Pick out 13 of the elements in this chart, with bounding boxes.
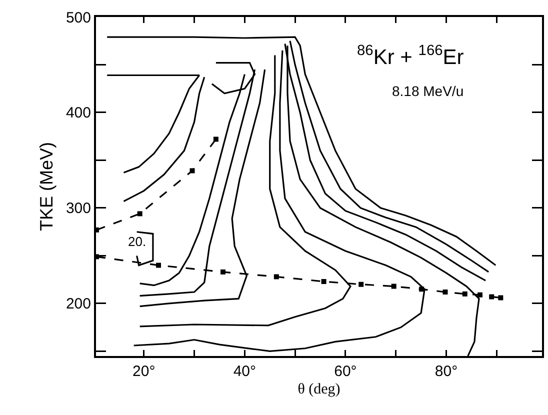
annotation: 20.: [128, 234, 146, 249]
y-tick-label: 400: [66, 104, 91, 122]
y-tick-label: 300: [66, 200, 91, 218]
y-axis-title: TKE (MeV): [36, 142, 57, 232]
x-tick-label: 80°: [434, 363, 458, 380]
y-tick-label: 500: [66, 9, 91, 26]
x-tick-label: 40°: [233, 363, 256, 380]
y-tick-label: 200: [66, 296, 91, 313]
annotation: 8.18 MeV/u: [392, 83, 464, 99]
x-tick-label: 20°: [132, 363, 156, 380]
x-tick-label: 60°: [334, 363, 357, 380]
x-axis-title: θ (deg): [298, 382, 340, 398]
annotation: $^{86}$Kr + $^{166}$Er: [357, 43, 464, 69]
